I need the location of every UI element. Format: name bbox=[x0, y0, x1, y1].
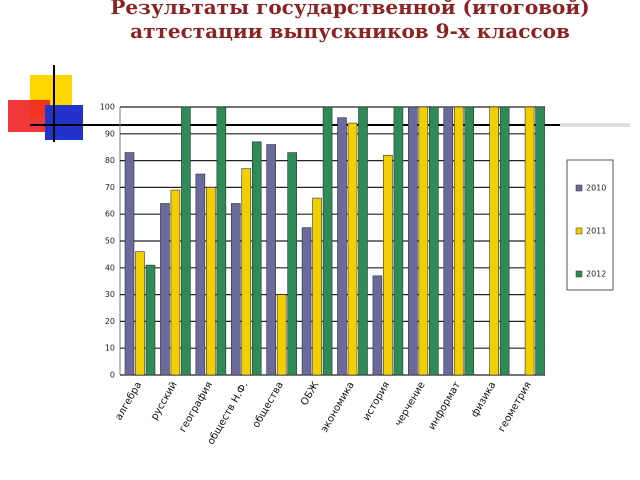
bar bbox=[358, 106, 368, 376]
legend-swatch bbox=[575, 184, 583, 192]
bar bbox=[145, 264, 156, 376]
bar bbox=[524, 106, 535, 376]
bar bbox=[230, 203, 241, 376]
y-tick-label: 30 bbox=[105, 290, 115, 299]
bar bbox=[251, 141, 262, 376]
chart-title: аттестации выпускников 9-х классов bbox=[130, 19, 570, 43]
bar bbox=[195, 173, 206, 376]
bar bbox=[372, 275, 383, 376]
bar bbox=[337, 117, 347, 376]
legend-swatch bbox=[575, 270, 583, 278]
y-tick-label: 100 bbox=[100, 103, 115, 112]
bar bbox=[443, 106, 454, 376]
y-tick-label: 90 bbox=[105, 129, 115, 138]
bar bbox=[535, 106, 545, 376]
bar bbox=[383, 154, 393, 376]
bar bbox=[206, 187, 216, 376]
bar bbox=[499, 106, 510, 376]
y-tick-label: 50 bbox=[105, 237, 115, 246]
bar bbox=[464, 106, 475, 376]
bar bbox=[408, 106, 418, 376]
bar bbox=[453, 106, 464, 376]
y-tick-label: 10 bbox=[105, 344, 115, 353]
x-tick-label: общества bbox=[251, 380, 286, 430]
bar bbox=[301, 227, 312, 376]
bar bbox=[216, 106, 227, 376]
bar bbox=[170, 189, 181, 376]
x-tick-label: геометрия bbox=[496, 380, 533, 434]
bar bbox=[241, 168, 252, 376]
x-tick-label: физика bbox=[469, 380, 498, 419]
x-tick-label: черчение bbox=[393, 380, 427, 429]
y-tick-label: 60 bbox=[105, 210, 115, 219]
bar bbox=[322, 106, 333, 376]
y-tick-label: 80 bbox=[105, 156, 115, 165]
bar bbox=[312, 197, 322, 376]
x-tick-label: география bbox=[177, 380, 215, 434]
bar bbox=[489, 106, 499, 376]
chart-title: Результаты государственной (итоговой) bbox=[110, 0, 589, 19]
bar bbox=[418, 106, 429, 376]
y-tick-label: 20 bbox=[105, 317, 115, 326]
x-tick-label: русский bbox=[149, 380, 180, 422]
bar bbox=[181, 106, 191, 376]
x-tick-label: экономика bbox=[319, 380, 357, 434]
bar bbox=[429, 106, 439, 376]
bar bbox=[135, 251, 145, 376]
x-tick-label: ОБЖ bbox=[299, 380, 321, 408]
legend-label: 2010 bbox=[586, 184, 606, 193]
legend-swatch bbox=[575, 227, 583, 235]
decoration bbox=[8, 65, 630, 142]
bar bbox=[266, 144, 276, 376]
legend-label: 2012 bbox=[586, 270, 606, 279]
legend-label: 2011 bbox=[586, 227, 606, 236]
bar bbox=[124, 152, 135, 376]
x-tick-label: алгебра bbox=[113, 380, 144, 422]
bar bbox=[393, 106, 404, 376]
bar bbox=[160, 203, 170, 376]
y-tick-label: 40 bbox=[105, 263, 115, 272]
legend-box bbox=[566, 159, 614, 291]
bar bbox=[287, 152, 297, 376]
bar bbox=[347, 122, 358, 376]
x-tick-label: информат bbox=[427, 380, 463, 432]
y-tick-label: 70 bbox=[105, 183, 115, 192]
y-tick-label: 0 bbox=[110, 371, 115, 380]
bar bbox=[276, 294, 287, 376]
x-tick-label: история bbox=[361, 380, 392, 423]
